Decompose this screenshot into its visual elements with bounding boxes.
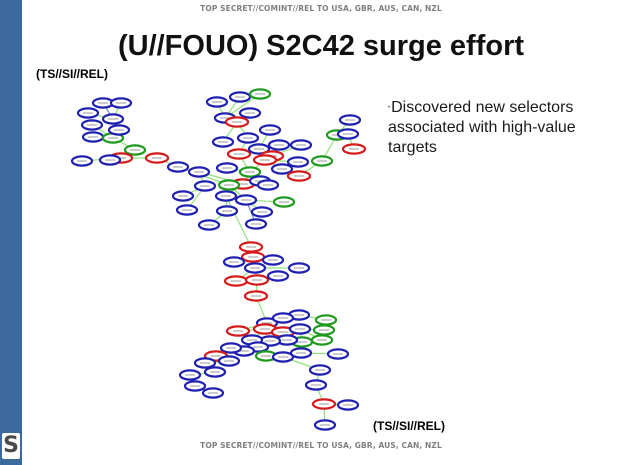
bullet-text: Discovered new selectors associated with… [388, 99, 576, 157]
graph-node-green [314, 314, 338, 326]
graph-node-blue [336, 399, 360, 411]
logo-letter: S [3, 433, 19, 458]
graph-node-blue [222, 256, 246, 268]
graph-node-red [244, 274, 270, 286]
graph-node-red [252, 154, 278, 166]
graph-node-blue [261, 254, 285, 266]
graph-node-blue [197, 219, 221, 231]
graph-node-blue [304, 379, 328, 391]
graph-node-blue [183, 380, 207, 392]
graph-node-red [224, 116, 250, 128]
graph-node-blue [287, 262, 311, 274]
graph-node-blue [313, 419, 337, 431]
graph-node-blue [217, 355, 241, 367]
classification-banner-bottom: TOP SECRET//COMINT//REL TO USA, GBR, AUS… [200, 441, 442, 450]
graph-node-blue [98, 154, 122, 166]
logo: S [2, 433, 20, 459]
graph-node-green [272, 196, 296, 208]
graph-node-red [243, 290, 269, 302]
graph-node-blue [109, 97, 133, 109]
graph-node-blue [266, 270, 290, 282]
graph-node-blue [289, 347, 313, 359]
graph-node-blue [171, 190, 195, 202]
bullet-icon: • [388, 105, 391, 111]
graph-node-blue [193, 180, 217, 192]
graph-node-red [226, 148, 252, 160]
graph-node-blue [76, 107, 100, 119]
graph-node-blue [336, 128, 360, 140]
graph-node-blue [244, 218, 268, 230]
classification-banner-top: TOP SECRET//COMINT//REL TO USA, GBR, AUS… [200, 4, 442, 13]
graph-node-blue [271, 312, 295, 324]
graph-node-green [310, 155, 334, 167]
graph-node-blue [211, 136, 235, 148]
slide-sidebar-bar [0, 0, 22, 465]
graph-node-blue [215, 162, 239, 174]
portion-marking-upper: (TS//SI//REL) [36, 67, 108, 81]
graph-node-blue [214, 190, 238, 202]
graph-node-blue [247, 143, 271, 155]
graph-node-blue [187, 166, 211, 178]
graph-node-blue [228, 91, 252, 103]
graph-node-blue [219, 342, 243, 354]
graph-node-green [312, 324, 336, 336]
graph-node-blue [201, 387, 225, 399]
graph-node-blue [308, 364, 332, 376]
graph-node-blue [243, 262, 267, 274]
graph-node-green [238, 166, 262, 178]
graph-node-blue [166, 161, 190, 173]
graph-node-green [217, 179, 241, 191]
slide-title: (U//FOUO) S2C42 surge effort [117, 30, 525, 62]
graph-node-green [248, 88, 272, 100]
bullet-point: •Discovered new selectors associated wit… [388, 98, 613, 158]
graph-node-blue [205, 96, 229, 108]
graph-node-blue [289, 139, 313, 151]
graph-node-red [341, 143, 367, 155]
graph-node-blue [193, 357, 217, 369]
graph-node-blue [236, 132, 260, 144]
graph-node-blue [267, 139, 291, 151]
graph-node-blue [203, 366, 227, 378]
graph-node-red [223, 275, 249, 287]
graph-nodes [70, 88, 367, 431]
graph-node-red [238, 241, 264, 253]
graph-node-blue [288, 323, 312, 335]
graph-node-blue [178, 369, 202, 381]
graph-node-blue [234, 194, 258, 206]
graph-node-blue [81, 131, 105, 143]
graph-node-blue [256, 179, 280, 191]
graph-node-red [225, 325, 251, 337]
graph-node-blue [70, 155, 94, 167]
graph-node-blue [175, 204, 199, 216]
graph-node-blue [326, 348, 350, 360]
graph-node-red [144, 152, 170, 164]
graph-node-blue [270, 163, 294, 175]
graph-node-green [123, 144, 147, 156]
graph-node-red [240, 251, 266, 263]
graph-node-blue [338, 114, 362, 126]
graph-node-blue [238, 107, 262, 119]
graph-edge [225, 195, 252, 248]
graph-node-blue [80, 119, 104, 131]
graph-node-red [311, 398, 337, 410]
graph-node-blue [258, 124, 282, 136]
portion-marking-lower: (TS//SI//REL) [373, 419, 445, 433]
graph-node-blue [215, 205, 239, 217]
graph-node-blue [286, 156, 310, 168]
graph-node-green [310, 334, 334, 346]
graph-node-blue [101, 113, 125, 125]
graph-node-blue [250, 206, 274, 218]
graph-node-red [286, 170, 312, 182]
graph-node-blue [107, 124, 131, 136]
